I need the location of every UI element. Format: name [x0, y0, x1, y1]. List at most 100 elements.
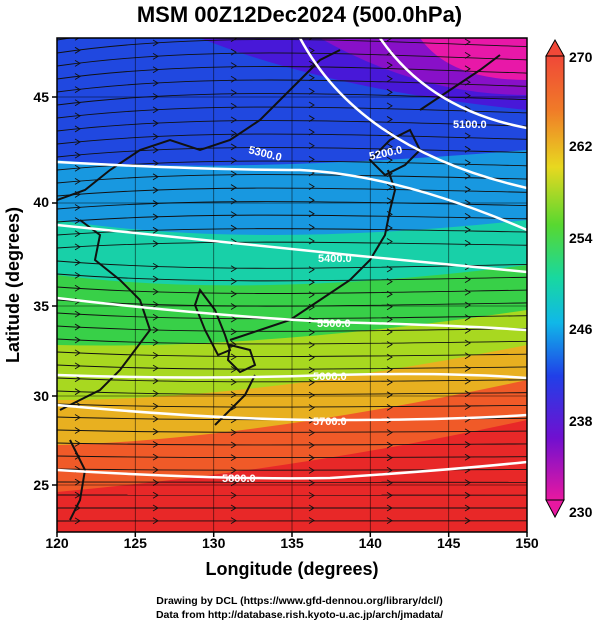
streamline-arrow [386, 303, 393, 311]
streamline-arrow [230, 143, 237, 151]
streamline-arrow [386, 391, 393, 399]
streamline-arrow [386, 278, 393, 286]
streamline-arrow [152, 53, 159, 60]
streamline-arrow [386, 290, 393, 298]
streamline-arrow [464, 105, 471, 113]
colorbar-label-238: 238 [569, 413, 593, 429]
streamline-arrow [152, 288, 159, 296]
gridlines [57, 38, 527, 532]
y-axis-ticks: 25 30 35 40 45 [33, 89, 49, 493]
streamline [57, 286, 527, 294]
streamline-arrow [308, 266, 315, 274]
streamline-arrow [308, 74, 315, 82]
streamline-arrow [230, 62, 237, 70]
streamline-arrow [152, 517, 159, 525]
streamline-arrow [386, 403, 393, 411]
streamline-arrow [386, 378, 393, 386]
contour-5100 [378, 38, 527, 130]
streamline-arrow [152, 402, 159, 410]
streamline-arrow [152, 173, 159, 181]
streamline-arrow [74, 230, 81, 238]
streamline [57, 455, 527, 458]
y-tick-25: 25 [33, 477, 49, 493]
streamline-arrow [230, 391, 237, 399]
streamline [57, 147, 527, 158]
streamline-arrow [464, 276, 471, 283]
streamline-arrow [386, 466, 393, 474]
streamline-arrow [386, 129, 393, 137]
streamline-arrow [230, 130, 237, 137]
contour-5600 [57, 372, 527, 380]
streamline-arrow [464, 38, 471, 46]
wind-streamlines [57, 20, 527, 525]
streamline-arrow [230, 454, 237, 462]
streamline-arrow [386, 353, 393, 361]
colorbar-body [545, 55, 565, 501]
y-tick-45: 45 [33, 89, 49, 105]
streamline-arrow [152, 351, 159, 359]
x-tick-120: 120 [45, 535, 69, 551]
streamline-arrow [74, 125, 81, 133]
streamline [57, 52, 527, 67]
streamline-arrow [308, 517, 315, 524]
coastline-asia-north [57, 49, 341, 201]
streamline-arrow [74, 204, 81, 211]
streamline-arrow [308, 391, 315, 399]
streamline-arrow [230, 224, 237, 232]
colorbar-label-270: 270 [569, 49, 593, 65]
streamline-arrow [386, 88, 393, 96]
x-tick-150: 150 [515, 535, 539, 551]
streamline-arrow [308, 466, 315, 474]
coastlines [57, 49, 501, 521]
streamline-arrow [74, 46, 81, 54]
streamline [57, 120, 527, 132]
streamline-arrow [464, 453, 471, 461]
streamline-arrow [464, 159, 471, 167]
streamline-arrow [386, 492, 393, 499]
streamline [57, 390, 527, 395]
streamline-arrow [152, 377, 159, 385]
streamline-arrow [464, 186, 471, 193]
streamline-arrow [308, 291, 315, 299]
streamline [57, 214, 527, 223]
streamline-arrow [152, 313, 159, 321]
coastline-kyushu [226, 343, 257, 374]
streamline [57, 187, 527, 197]
streamline-arrow [74, 336, 81, 344]
contour-5700 [57, 403, 527, 422]
streamline-arrow [74, 388, 81, 396]
streamline-arrow [152, 186, 159, 194]
streamline-arrow [230, 157, 237, 164]
streamline-arrow [386, 328, 393, 336]
streamline-arrow [464, 119, 471, 126]
streamline [57, 442, 527, 446]
streamline-arrow [308, 404, 315, 412]
coastline-honshu [229, 169, 397, 341]
y-tick-40: 40 [33, 194, 49, 210]
streamline-arrow [152, 491, 159, 499]
streamline-arrow [308, 47, 315, 54]
streamline-arrow [386, 102, 393, 110]
streamline [57, 106, 527, 119]
colorbar-label-262: 262 [569, 138, 593, 154]
streamline-arrow [464, 403, 471, 410]
colorbar-bottom-arrow [545, 499, 565, 519]
streamline-arrow [386, 156, 393, 164]
streamline-arrow [386, 183, 393, 191]
streamline-arrow [152, 200, 159, 207]
streamline-arrow [464, 352, 471, 360]
streamline-arrow [74, 151, 81, 159]
streamline-arrow [309, 20, 314, 26]
streamline-arrow [308, 183, 315, 190]
x-tick-145: 145 [437, 535, 461, 551]
x-tick-135: 135 [280, 535, 304, 551]
streamline-arrow [464, 65, 471, 73]
streamline-arrow [152, 441, 159, 448]
streamline-arrow [74, 259, 81, 266]
streamline-arrow [308, 354, 315, 361]
contour-label-5800: 5800.0 [222, 473, 256, 485]
streamline-arrow [74, 243, 81, 251]
coastline-kuril [419, 54, 501, 111]
streamline-arrow [74, 138, 81, 146]
